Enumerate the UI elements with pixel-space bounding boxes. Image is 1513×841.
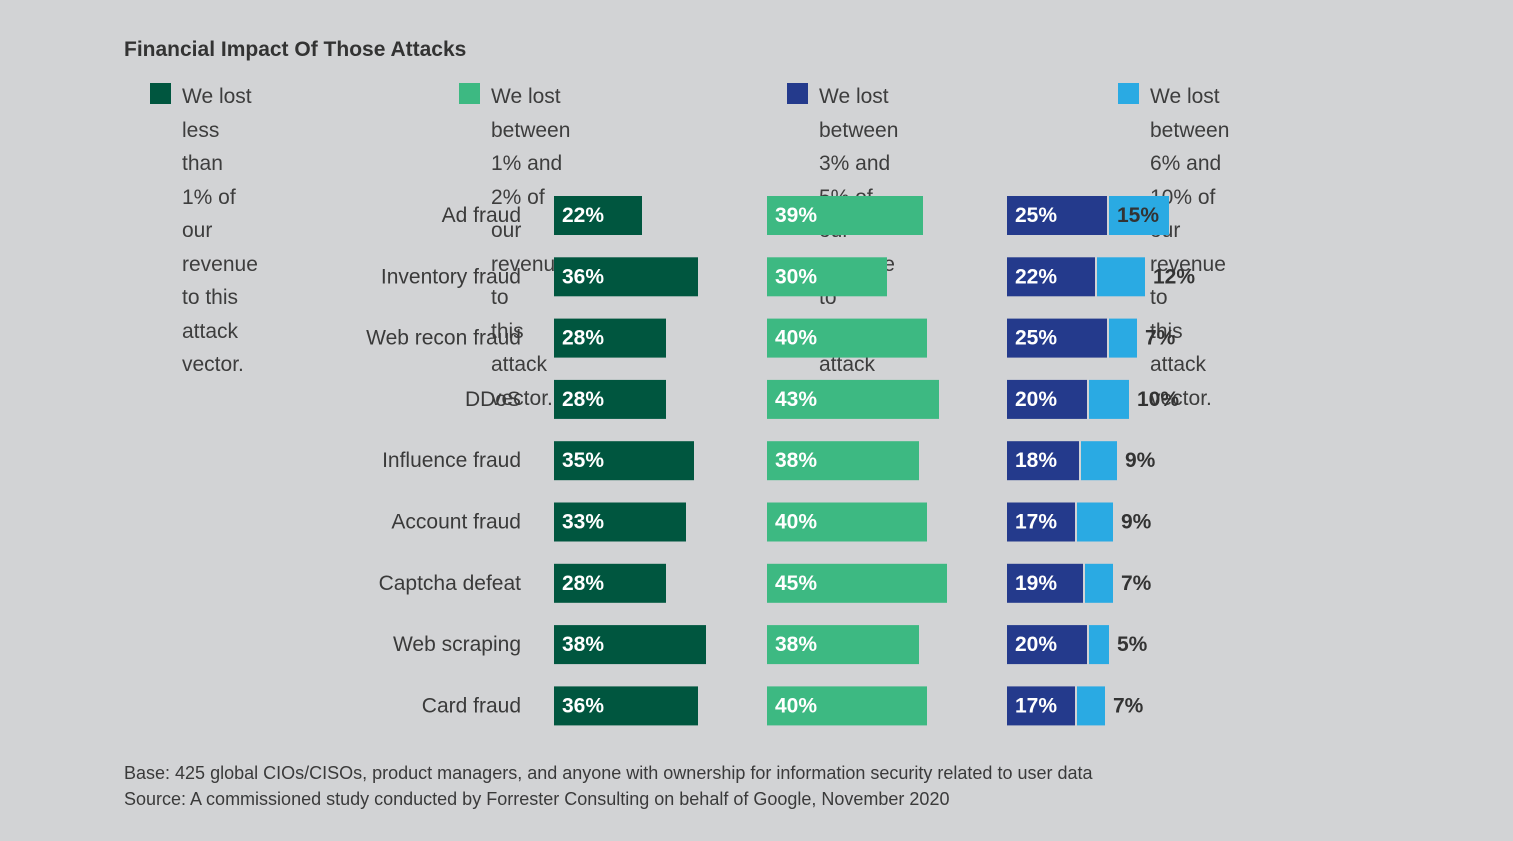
bar-6to10-captcha-defeat — [1085, 563, 1113, 603]
category-label-web-recon-fraud: Web recon fraud — [366, 327, 521, 350]
bar-3to5-card-fraud — [1007, 686, 1075, 726]
bar-6to10-ad-fraud — [1109, 196, 1169, 235]
bar-1to2-web-recon-fraud — [767, 318, 927, 358]
footnote-source: Source: A commissioned study conducted b… — [124, 789, 950, 809]
value-label-6to10-web-recon-fraud: 7% — [1145, 327, 1176, 350]
value-label-lt1-influence-fraud: 35% — [562, 449, 604, 472]
footnote-base: Base: 425 global CIOs/CISOs, product man… — [124, 763, 1093, 783]
value-label-3to5-influence-fraud: 18% — [1015, 449, 1057, 472]
category-label-influence-fraud: Influence fraud — [382, 449, 521, 472]
category-label-captcha-defeat: Captcha defeat — [379, 572, 522, 595]
value-label-1to2-web-scraping: 38% — [775, 633, 817, 656]
legend-swatch-6to10 — [1118, 83, 1139, 104]
value-label-1to2-web-recon-fraud: 40% — [775, 327, 817, 350]
value-label-1to2-captcha-defeat: 45% — [775, 572, 817, 595]
value-label-lt1-account-fraud: 33% — [562, 511, 604, 534]
bar-1to2-inventory-fraud — [767, 257, 887, 297]
bar-lt1-card-fraud — [554, 686, 698, 726]
value-label-3to5-web-scraping: 20% — [1015, 633, 1057, 656]
value-label-6to10-ad-fraud: 15% — [1117, 204, 1159, 227]
bar-1to2-ddos — [767, 379, 939, 419]
value-label-6to10-card-fraud: 7% — [1113, 694, 1144, 717]
value-label-6to10-influence-fraud: 9% — [1125, 449, 1156, 472]
value-label-1to2-account-fraud: 40% — [775, 511, 817, 534]
value-label-1to2-influence-fraud: 38% — [775, 449, 817, 472]
bar-3to5-account-fraud — [1007, 502, 1075, 542]
bar-1to2-account-fraud — [767, 502, 927, 542]
value-label-lt1-captcha-defeat: 28% — [562, 572, 604, 595]
legend-label-lt1: We lost less than 1% of our revenue to t… — [182, 85, 258, 376]
bar-lt1-web-scraping — [554, 625, 706, 665]
value-label-3to5-ddos: 20% — [1015, 388, 1057, 411]
value-label-lt1-web-recon-fraud: 28% — [562, 327, 604, 350]
bar-3to5-ad-fraud — [1007, 196, 1107, 235]
bar-3to5-web-recon-fraud — [1007, 318, 1107, 358]
bar-3to5-ddos — [1007, 379, 1087, 419]
bar-lt1-captcha-defeat — [554, 563, 666, 603]
value-label-6to10-account-fraud: 9% — [1121, 511, 1152, 534]
category-label-ddos: DDoS — [465, 388, 521, 411]
bar-6to10-account-fraud — [1077, 502, 1113, 542]
value-label-3to5-captcha-defeat: 19% — [1015, 572, 1057, 595]
bar-lt1-web-recon-fraud — [554, 318, 666, 358]
legend-swatch-3to5 — [787, 83, 808, 104]
bar-lt1-inventory-fraud — [554, 257, 698, 297]
value-label-lt1-ad-fraud: 22% — [562, 204, 604, 227]
value-label-6to10-inventory-fraud: 12% — [1153, 265, 1195, 288]
value-label-3to5-account-fraud: 17% — [1015, 511, 1057, 534]
value-label-lt1-ddos: 28% — [562, 388, 604, 411]
value-label-3to5-ad-fraud: 25% — [1015, 204, 1057, 227]
bar-6to10-inventory-fraud — [1097, 257, 1145, 297]
bar-6to10-card-fraud — [1077, 686, 1105, 726]
bar-3to5-web-scraping — [1007, 625, 1087, 665]
category-label-inventory-fraud: Inventory fraud — [381, 265, 521, 288]
value-label-1to2-card-fraud: 40% — [775, 694, 817, 717]
category-label-ad-fraud: Ad fraud — [442, 204, 521, 227]
value-label-6to10-ddos: 10% — [1137, 388, 1179, 411]
value-label-6to10-web-scraping: 5% — [1117, 633, 1148, 656]
value-label-lt1-inventory-fraud: 36% — [562, 265, 604, 288]
value-label-3to5-card-fraud: 17% — [1015, 694, 1057, 717]
legend-label-1to2: We lost between 1% and 2% of our revenue… — [491, 85, 571, 410]
category-label-card-fraud: Card fraud — [422, 694, 521, 717]
bar-lt1-account-fraud — [554, 502, 686, 542]
bar-1to2-card-fraud — [767, 686, 927, 726]
bar-1to2-web-scraping — [767, 625, 919, 665]
bar-lt1-ad-fraud — [554, 196, 642, 235]
legend-swatch-lt1 — [150, 83, 171, 104]
bar-3to5-inventory-fraud — [1007, 257, 1095, 297]
category-label-account-fraud: Account fraud — [391, 511, 521, 534]
bar-lt1-influence-fraud — [554, 441, 694, 481]
chart-title: Financial Impact Of Those Attacks — [124, 38, 467, 61]
bar-6to10-web-scraping — [1089, 625, 1109, 665]
bar-1to2-influence-fraud — [767, 441, 919, 481]
value-label-3to5-web-recon-fraud: 25% — [1015, 327, 1057, 350]
value-label-1to2-inventory-fraud: 30% — [775, 265, 817, 288]
value-label-lt1-web-scraping: 38% — [562, 633, 604, 656]
legend-swatch-1to2 — [459, 83, 480, 104]
bar-1to2-ad-fraud — [767, 196, 923, 235]
value-label-1to2-ddos: 43% — [775, 388, 817, 411]
category-label-web-scraping: Web scraping — [393, 633, 521, 656]
bar-6to10-ddos — [1089, 379, 1129, 419]
value-label-6to10-captcha-defeat: 7% — [1121, 572, 1152, 595]
value-label-1to2-ad-fraud: 39% — [775, 204, 817, 227]
bar-6to10-web-recon-fraud — [1109, 318, 1137, 358]
bar-3to5-captcha-defeat — [1007, 563, 1083, 603]
bar-lt1-ddos — [554, 379, 666, 419]
bar-3to5-influence-fraud — [1007, 441, 1079, 481]
value-label-3to5-inventory-fraud: 22% — [1015, 265, 1057, 288]
bar-6to10-influence-fraud — [1081, 441, 1117, 481]
bar-1to2-captcha-defeat — [767, 563, 947, 603]
value-label-lt1-card-fraud: 36% — [562, 694, 604, 717]
